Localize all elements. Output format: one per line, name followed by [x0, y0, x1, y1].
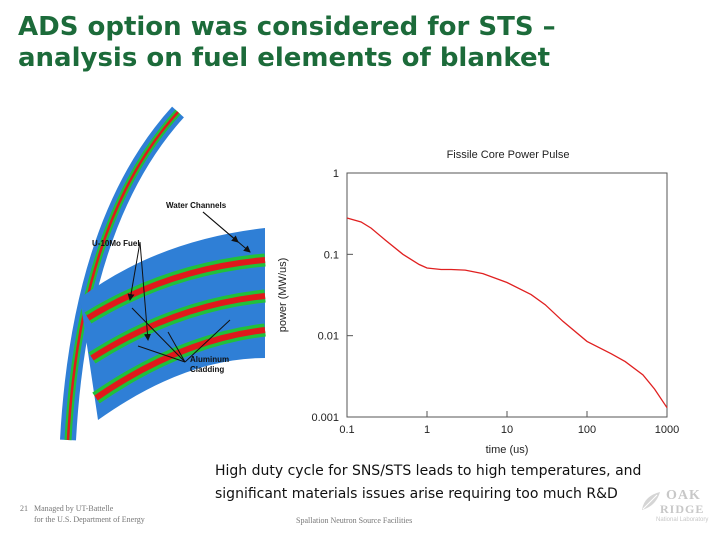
caption-line-2: significant materials issues arise requi… [215, 486, 618, 502]
x-tick-label: 100 [578, 424, 596, 436]
chart-title: Fissile Core Power Pulse [447, 149, 570, 161]
y-axis-label: power (MW/us) [277, 258, 289, 333]
plot-area [346, 172, 668, 418]
slide-title-line-2: analysis on fuel elements of blanket [18, 43, 551, 73]
pointer-lines [127, 211, 251, 363]
x-axis-ticks: 0.1 1 10 100 1000 [339, 411, 679, 436]
slide-title-line-1: ADS option was considered for STS – [18, 12, 556, 42]
x-tick-label: 1000 [655, 424, 679, 436]
page-number: 21 [20, 504, 28, 513]
slide-caption: High duty cycle for SNS/STS leads to hig… [215, 460, 675, 506]
power-pulse-chart: Fissile Core Power Pulse 0.001 0.01 0.1 1 0… [277, 149, 679, 456]
series-line-power [346, 217, 668, 409]
logo-subtitle: National Laboratory [656, 517, 709, 523]
outer-fuel-plate [60, 106, 184, 441]
y-tick-label: 0.1 [324, 249, 339, 261]
slide-title: ADS option was considered for STS – anal… [18, 12, 708, 74]
x-tick-label: 10 [501, 424, 513, 436]
fuel-blanket-diagram: Water Channels U-10Mo Fuel Aluminum Clad… [60, 106, 266, 441]
footer-center: Spallation Neutron Source Facilities [296, 516, 413, 525]
x-tick-label: 1 [424, 424, 430, 436]
x-tick-label: 0.1 [339, 424, 354, 436]
logo-word-ridge: RIDGE [660, 502, 705, 516]
label-water-channels: Water Channels [166, 201, 227, 210]
label-fuel: U-10Mo Fuel [92, 239, 140, 248]
footer-department: for the U.S. Department of Energy [34, 515, 145, 524]
fuel-element-1 [84, 253, 266, 324]
x-axis-label: time (us) [486, 444, 529, 456]
ornl-logo: OAK RIDGE National Laboratory [640, 488, 710, 528]
y-axis-ticks: 0.001 0.01 0.1 1 [311, 168, 353, 424]
caption-line-1: High duty cycle for SNS/STS leads to hig… [215, 463, 642, 479]
footer-managed-by: Managed by UT-Battelle [34, 504, 114, 513]
logo-word-oak: OAK [666, 488, 701, 503]
label-cladding: Cladding [190, 365, 224, 374]
y-tick-label: 1 [333, 168, 339, 180]
y-tick-label: 0.01 [318, 331, 339, 343]
label-aluminum: Aluminum [190, 355, 229, 364]
y-tick-label: 0.001 [311, 412, 339, 424]
fuel-element-3 [92, 323, 266, 404]
fuel-element-2 [88, 289, 266, 364]
leaf-logo-icon [642, 492, 660, 510]
